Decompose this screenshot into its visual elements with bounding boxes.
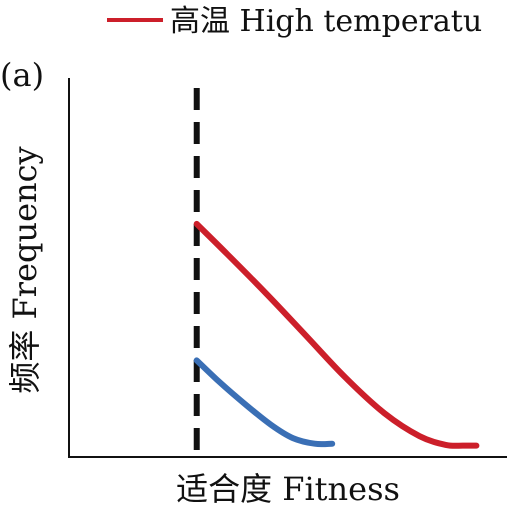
legend-label: 高温 High temperatu [170,4,482,39]
x-axis-label: 适合度 Fitness [176,470,400,507]
panel-label: (a) [0,56,44,94]
series-layer [193,220,480,449]
series-line-2 [193,357,336,448]
y-axis-label: 频率 Frequency [6,146,44,393]
series-line-high-temperature [193,220,480,449]
